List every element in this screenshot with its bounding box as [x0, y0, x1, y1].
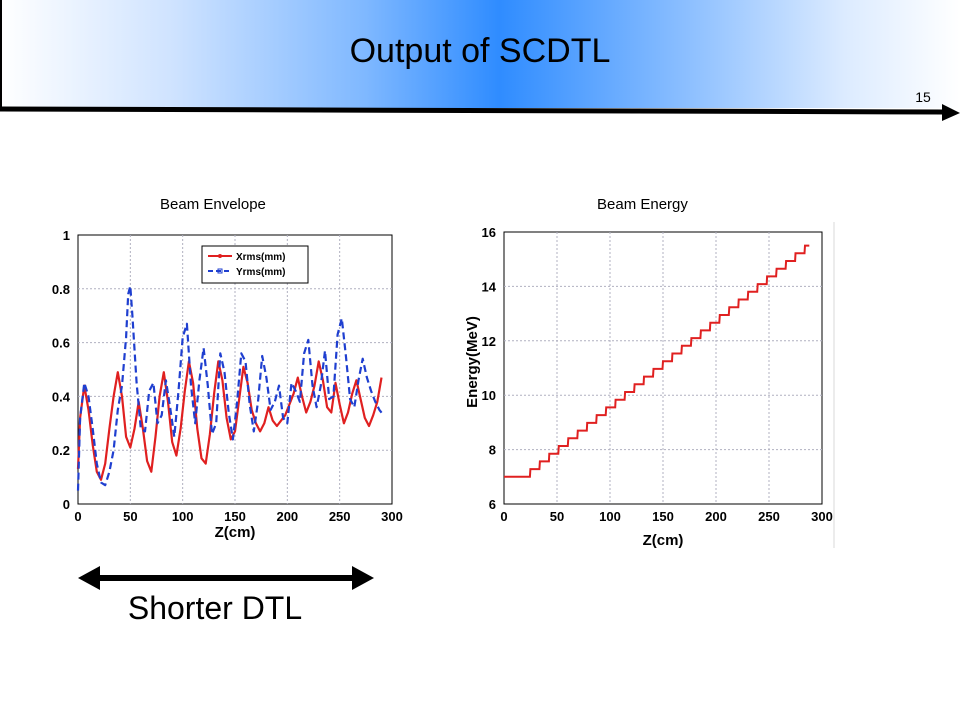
energy-line — [504, 244, 810, 478]
envelope-y-tick: 0.6 — [52, 336, 70, 351]
energy-series — [504, 244, 810, 478]
envelope-x-tick: 100 — [172, 509, 194, 524]
xrms-line — [76, 360, 383, 481]
page-number: 15 — [915, 89, 931, 105]
beam-energy-chart: 0 50 100 150 200 250 300 6 8 10 12 14 16 Z(cm) Energ… — [464, 222, 835, 549]
slide-title: Output of SCDTL — [349, 32, 611, 70]
envelope-chart-title: Beam Envelope — [160, 196, 266, 213]
header-rule — [0, 106, 945, 115]
envelope-y-tick: 1 — [63, 228, 70, 243]
energy-x-tick: 250 — [758, 509, 780, 524]
caption-shorter-dtl: Shorter DTL — [127, 590, 303, 626]
energy-chart-title: Beam Energy — [597, 196, 688, 213]
legend-x-marker — [218, 254, 222, 258]
energy-y-axis-label: Energy(MeV) — [464, 316, 481, 408]
legend-box — [201, 245, 309, 284]
yrms-line — [76, 285, 385, 491]
envelope-y-tick: 0 — [63, 497, 70, 512]
legend-x-label: Xrms(mm) — [236, 252, 285, 263]
title-bar — [0, 0, 960, 108]
energy-y-tick: 10 — [482, 388, 496, 403]
envelope-x-axis-label: Z(cm) — [215, 524, 256, 541]
envelope-series — [76, 285, 385, 491]
energy-y-tick: 8 — [489, 443, 496, 458]
length-arrow — [78, 566, 374, 590]
envelope-x-tick: 250 — [329, 509, 351, 524]
energy-y-tick: 6 — [489, 497, 496, 512]
envelope-x-tick: 300 — [381, 509, 403, 524]
energy-x-axis-label: Z(cm) — [643, 532, 684, 549]
energy-y-tick: 14 — [482, 279, 497, 294]
envelope-y-tick: 0.2 — [52, 443, 70, 458]
length-arrow-left-head — [78, 566, 100, 590]
length-arrow-right-head — [352, 566, 374, 590]
envelope-y-tick: 0.4 — [52, 389, 71, 404]
energy-x-tick: 0 — [500, 509, 507, 524]
title-bar-rim — [0, 0, 2, 108]
envelope-legend: Xrms(mm) Yrms(mm) — [201, 245, 309, 284]
envelope-x-tick: 150 — [224, 509, 246, 524]
energy-x-tick: 50 — [550, 509, 564, 524]
energy-x-tick: 200 — [705, 509, 727, 524]
legend-y-label: Yrms(mm) — [236, 267, 285, 278]
legend-y-marker — [217, 268, 223, 274]
envelope-y-tick: 0.8 — [52, 282, 70, 297]
energy-x-tick: 300 — [811, 509, 833, 524]
energy-x-tick: 100 — [599, 509, 621, 524]
energy-y-tick: 16 — [482, 225, 496, 240]
envelope-x-tick: 50 — [123, 509, 137, 524]
energy-x-tick: 150 — [652, 509, 674, 524]
energy-tick-labels: 0 50 100 150 200 250 300 6 8 10 12 14 16 — [482, 225, 833, 524]
header-rule-arrowhead — [942, 104, 960, 121]
energy-y-tick: 12 — [482, 334, 496, 349]
beam-envelope-chart: 0 50 100 150 200 250 300 0 0.2 0.4 0.6 0.8 1 Z(cm) X… — [52, 228, 403, 541]
envelope-x-tick: 0 — [74, 509, 81, 524]
envelope-x-tick: 200 — [276, 509, 298, 524]
envelope-tick-labels: 0 50 100 150 200 250 300 0 0.2 0.4 0.6 0.8 1 — [52, 228, 403, 524]
